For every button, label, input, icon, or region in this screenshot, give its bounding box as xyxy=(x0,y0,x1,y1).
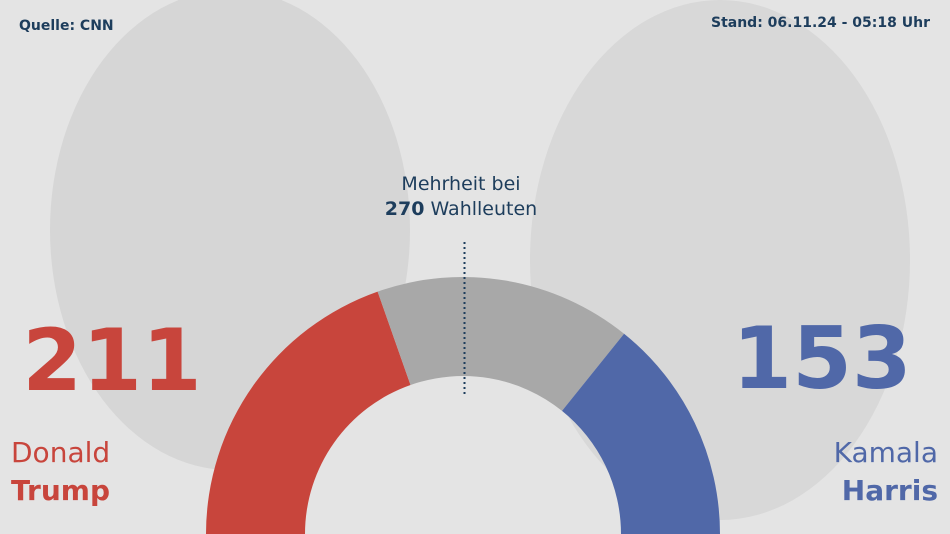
candidate-votes: 211 xyxy=(22,311,202,411)
majority-label: 270 Wahlleuten xyxy=(385,198,537,220)
source: Quelle: CNN xyxy=(19,18,114,34)
candidate-last-name: Trump xyxy=(11,474,110,507)
majority-label: Mehrheit bei xyxy=(401,173,520,195)
arc-segment xyxy=(377,277,625,411)
candidate-last-name: Harris xyxy=(842,474,938,507)
timestamp: Stand: 06.11.24 - 05:18 Uhr xyxy=(711,15,930,31)
majority-number: 270 xyxy=(385,198,425,220)
candidate-first-name: Kamala xyxy=(834,436,938,469)
candidate-votes: 153 xyxy=(732,309,912,409)
arc-segment xyxy=(562,333,720,534)
majority-unit: Wahlleuten xyxy=(430,198,537,220)
arc-segment xyxy=(206,291,411,534)
candidate-first-name: Donald xyxy=(11,436,110,469)
